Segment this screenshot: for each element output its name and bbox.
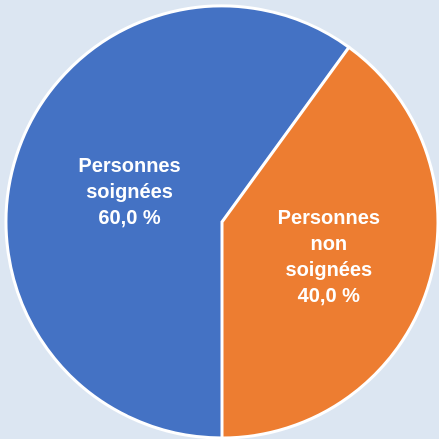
pie-slice bbox=[220, 45, 439, 439]
pie-slice bbox=[4, 4, 352, 439]
slice-label: Personnes soignées 60,0 % bbox=[70, 153, 190, 231]
value-label: 60,0 % bbox=[98, 206, 161, 229]
category-label: Personnes soignées bbox=[78, 154, 181, 203]
value-label: 40,0 % bbox=[297, 284, 360, 307]
slice-label: Personnes non soignées 40,0 % bbox=[269, 205, 389, 309]
category-label: Personnes non soignées bbox=[277, 206, 380, 281]
